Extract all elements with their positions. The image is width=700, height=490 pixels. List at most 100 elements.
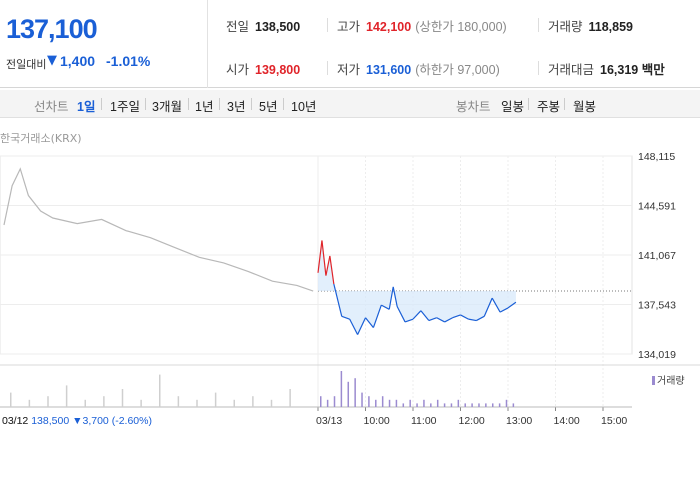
y-tick-label: 141,067	[638, 250, 676, 262]
volume-bar	[402, 403, 405, 407]
range-3m-button[interactable]: 3개월	[152, 100, 182, 114]
exchange-label: 한국거래소(KRX)	[0, 132, 82, 145]
volume-bar	[289, 389, 291, 407]
range-3y-button[interactable]: 3년	[227, 100, 246, 114]
stat-label: 저가	[337, 63, 361, 77]
divider	[219, 98, 220, 110]
volume-bar	[395, 399, 398, 407]
volume-bar	[457, 399, 460, 407]
volume-bar	[340, 371, 343, 407]
volume-legend-label: 거래량	[657, 376, 685, 387]
volume-legend: 거래량	[652, 372, 685, 387]
y-tick-label: 137,543	[638, 300, 676, 312]
volume-bar	[498, 403, 501, 407]
prev-date: 03/12	[2, 415, 29, 427]
stat-label: 거래량	[548, 20, 583, 34]
price-line-segment	[404, 318, 414, 323]
stat-label: 전일	[226, 20, 250, 34]
price-line-segment	[329, 255, 335, 285]
stat-label: 고가	[337, 20, 361, 34]
candle-daily-button[interactable]: 일봉	[501, 100, 525, 114]
prev-close: 138,500	[31, 415, 70, 427]
y-tick-label: 148,115	[638, 151, 675, 163]
candle-weekly-button[interactable]: 주봉	[537, 100, 561, 114]
stat-label: 거래대금	[548, 63, 595, 77]
range-5y-button[interactable]: 5년	[259, 100, 278, 114]
volume-bar	[381, 396, 384, 407]
x-tick-label: 12:00	[459, 415, 485, 427]
volume-bar	[252, 396, 254, 407]
volume-bar	[28, 399, 31, 407]
x-tick-label: 11:00	[411, 415, 437, 427]
price-fill-area	[318, 240, 516, 335]
price-line-segment	[321, 240, 327, 276]
price-line-segment	[357, 317, 367, 335]
volume-bar	[121, 389, 124, 407]
stat-low: 저가 131,600 (하한가 97,000)	[337, 59, 500, 78]
range-1d-button[interactable]: 1일	[77, 100, 96, 114]
volume-bar	[159, 374, 161, 407]
volume-bar	[233, 399, 235, 407]
chart-toolbar: 선차트 1일 1주일 3개월 1년 3년 5년 10년 봉차트 일봉 주봉 월봉	[0, 90, 700, 118]
price-line-segment	[499, 307, 509, 313]
volume-bar	[333, 396, 336, 407]
line-chart-label: 선차트	[34, 100, 69, 114]
volume-bar	[423, 399, 425, 407]
volume-bar	[347, 381, 350, 407]
stat-value: 131,600	[366, 63, 412, 77]
volume-bar	[214, 392, 217, 407]
stat-high: 고가 142,100 (상한가 180,000)	[337, 16, 507, 35]
volume-bar	[10, 392, 12, 407]
volume-bar	[320, 396, 322, 407]
price-line-segment	[444, 317, 453, 323]
range-1y-button[interactable]: 1년	[195, 100, 214, 114]
divider	[327, 18, 328, 32]
prev-arrow-icon: ▼	[72, 415, 83, 427]
price-line-segment	[349, 318, 359, 335]
price-line-segment	[412, 310, 422, 320]
prev-pct: (-2.60%)	[111, 415, 152, 427]
candle-monthly-button[interactable]: 월봉	[573, 100, 597, 114]
divider	[101, 98, 102, 110]
volume-bar	[140, 399, 142, 407]
price-line-segment	[428, 317, 437, 322]
volume-bar	[464, 403, 466, 407]
volume-bar	[361, 392, 363, 407]
price-line-segment	[483, 297, 493, 317]
down-arrow-icon: ▼	[47, 53, 57, 68]
x-tick-label: 15:00	[601, 415, 627, 427]
price-line-segment	[317, 240, 323, 273]
volume-bar	[409, 399, 411, 407]
divider	[538, 61, 539, 75]
change-percent: -1.01%	[106, 53, 151, 69]
volume-bar	[436, 399, 439, 407]
stat-value: 138,500	[255, 20, 301, 34]
legend-marker	[652, 376, 655, 385]
change-label: 전일대비	[6, 58, 47, 71]
price-line-segment	[460, 314, 469, 320]
x-tick-label: 13:00	[506, 415, 532, 427]
divider	[188, 98, 189, 110]
divider	[538, 18, 539, 32]
stat-amount: 거래대금 16,319 백만	[548, 59, 665, 78]
divider	[251, 98, 252, 110]
volume-bar	[416, 403, 418, 407]
volume-bar	[177, 396, 180, 407]
volume-bar	[326, 399, 329, 407]
candle-chart-label: 봉차트	[456, 100, 491, 114]
volume-bar	[450, 403, 453, 407]
volume-bar	[505, 399, 508, 407]
volume-bar	[354, 378, 356, 407]
volume-bar	[103, 396, 105, 407]
volume-bar	[430, 403, 432, 407]
stat-volume: 거래량 118,859	[548, 16, 633, 35]
stat-value: 139,800	[255, 63, 301, 77]
range-10y-button[interactable]: 10년	[291, 100, 317, 114]
volume-bar	[270, 399, 273, 407]
price-line-segment	[365, 317, 374, 328]
range-1w-button[interactable]: 1주일	[110, 100, 140, 114]
price-line-segment	[452, 314, 461, 319]
volume-bar	[84, 399, 86, 407]
volume-bar	[491, 403, 494, 407]
